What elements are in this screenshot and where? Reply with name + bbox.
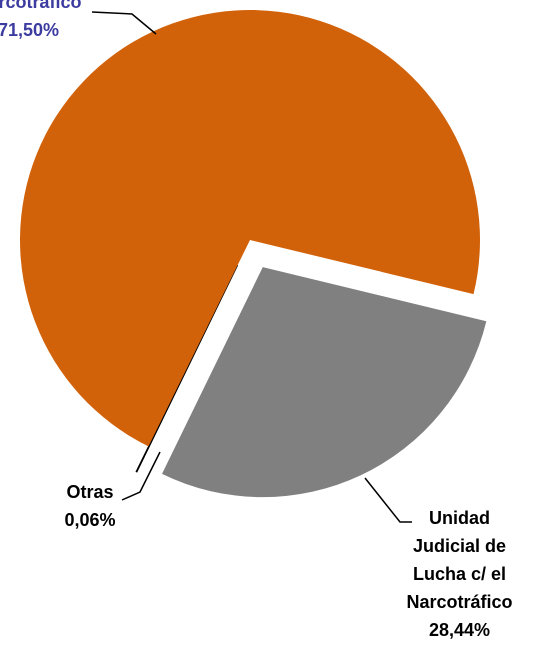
pie-slice bbox=[162, 267, 487, 498]
slice-label: Unidad Judicial de Lucha c/ el Narcotráf… bbox=[397, 504, 522, 644]
category-label: Unidad Judicial de Lucha c/ el Narcotráf… bbox=[406, 508, 513, 612]
pie-slice bbox=[19, 9, 480, 447]
value-label: 71,50% bbox=[0, 20, 60, 40]
slice-label: Narcotráfico 71,50% bbox=[0, 0, 91, 44]
value-label: 28,44% bbox=[428, 620, 491, 640]
leader-line bbox=[91, 11, 157, 35]
pie-slice bbox=[135, 264, 239, 473]
value-label: 0,06% bbox=[64, 510, 116, 530]
slice-label: Otras 0,06% bbox=[30, 478, 150, 534]
leader-line bbox=[364, 477, 412, 523]
category-label: Otras bbox=[66, 482, 114, 502]
leader-line bbox=[121, 451, 161, 501]
category-label: Narcotráfico bbox=[0, 0, 82, 12]
